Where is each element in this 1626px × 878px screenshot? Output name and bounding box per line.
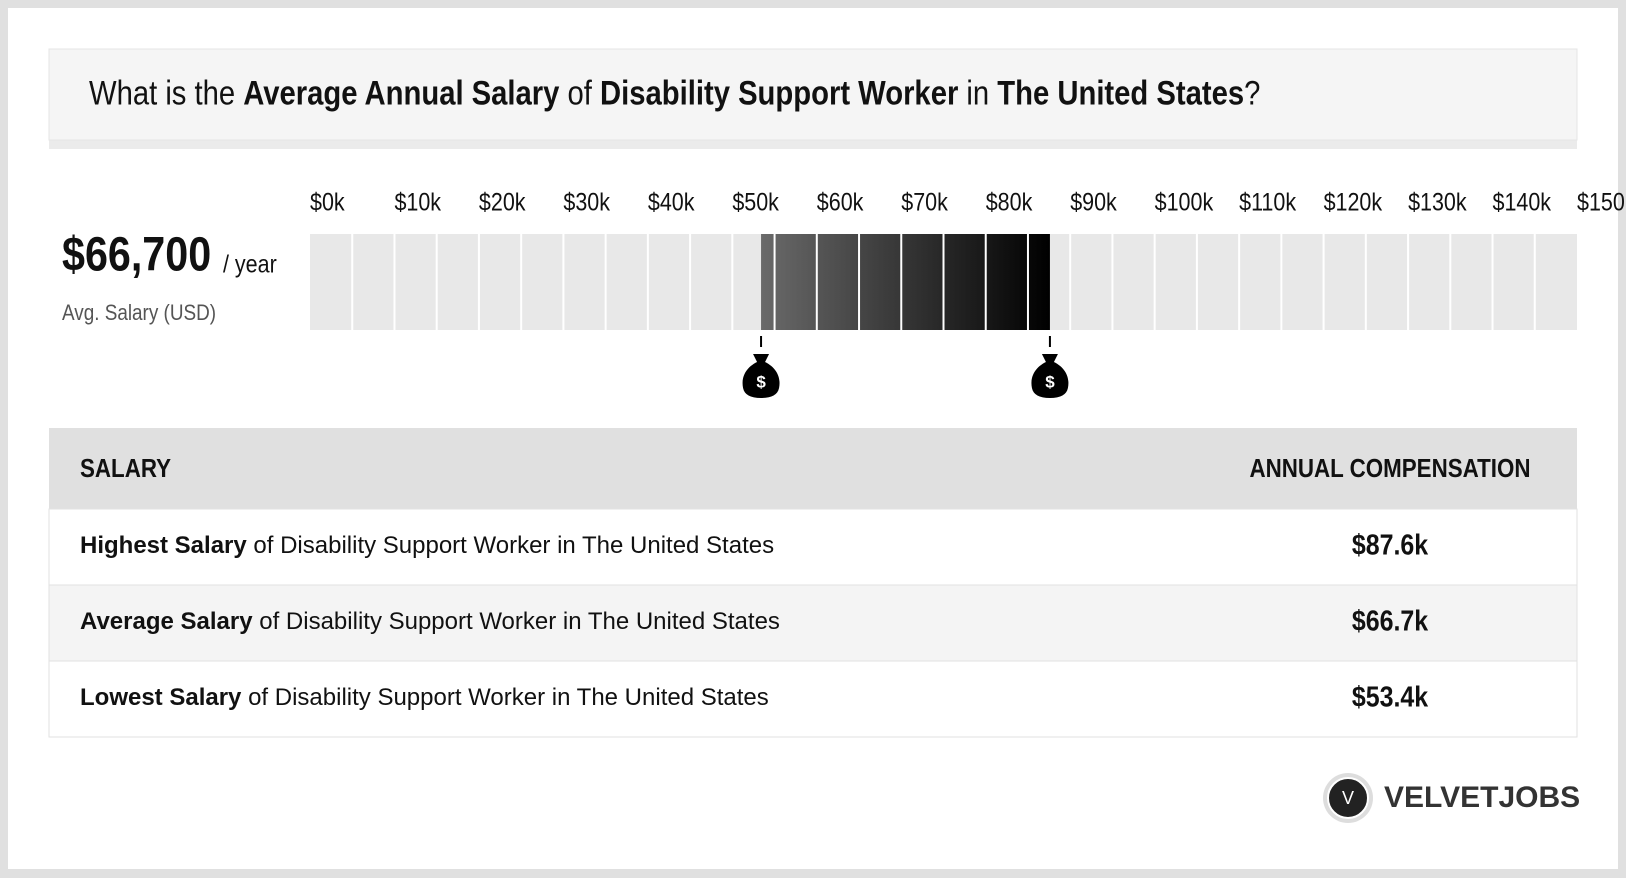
avg-salary: $66,700 xyxy=(62,228,211,282)
money-bag xyxy=(1031,354,1069,398)
tick-label: $70k xyxy=(901,188,948,216)
salary-range xyxy=(761,234,1050,330)
tick-label: $80k xyxy=(986,188,1033,216)
row-value: $53.4k xyxy=(1352,681,1429,713)
tick-label: $0k xyxy=(310,188,345,216)
tick-label: $60k xyxy=(817,188,864,216)
tick-label: $40k xyxy=(648,188,695,216)
table-row xyxy=(48,660,1578,738)
tick-label: $30k xyxy=(563,188,610,216)
row-label-text: of Disability Support Worker in The Unit… xyxy=(253,608,780,635)
tick-label: $130k xyxy=(1408,188,1467,216)
money-bag xyxy=(742,354,780,398)
row-value: $87.6k xyxy=(1352,529,1429,561)
title: What is the Average Annual Salary of Dis… xyxy=(89,74,1260,113)
tick-label: $50k xyxy=(732,188,779,216)
title-part: ? xyxy=(1244,74,1260,113)
column-header: ANNUAL COMPENSATION xyxy=(1249,454,1530,483)
table: SALARY ANNUAL COMPENSATION Highest Salary … xyxy=(48,428,1578,738)
tick-label: $20k xyxy=(479,188,526,216)
row-label-bold: Average Salary xyxy=(80,608,253,635)
caption: Avg. Salary (USD) xyxy=(62,301,216,326)
row-label-text: of Disability Support Worker in The Unit… xyxy=(247,532,774,559)
table-row xyxy=(48,508,1578,586)
table-row xyxy=(48,584,1578,662)
money-sign: $ xyxy=(756,372,766,391)
title-part: of xyxy=(559,74,600,113)
row-label-text: of Disability Support Worker in The Unit… xyxy=(241,684,768,711)
unit: / year xyxy=(223,250,277,278)
row-label-bold: Lowest Salary xyxy=(80,684,242,711)
tick-label: $110k xyxy=(1239,188,1296,216)
tick-label: $100k xyxy=(1155,188,1214,216)
title-part: in xyxy=(958,74,997,113)
row-label: Highest Salary of Disability Support Wor… xyxy=(80,532,774,559)
title-part: The United States xyxy=(997,74,1244,113)
row-label-bold: Highest Salary xyxy=(80,532,247,559)
row-label: Lowest Salary of Disability Support Work… xyxy=(80,684,769,711)
tick-label: $90k xyxy=(1070,188,1117,216)
title-part: Disability Support Worker xyxy=(600,74,958,113)
logo-text: VELVETJOBS xyxy=(1384,781,1580,814)
tick-label: $120k xyxy=(1324,188,1383,216)
row-value: $66.7k xyxy=(1352,605,1429,637)
money-sign: $ xyxy=(1045,372,1055,391)
title-part: Average Annual Salary xyxy=(243,74,559,113)
column-header: SALARY xyxy=(80,454,171,483)
logo-letter: V xyxy=(1342,788,1354,808)
tick-label: $10k xyxy=(394,188,441,216)
row-label: Average Salary of Disability Support Wor… xyxy=(80,608,780,635)
tick-label: $150k+ xyxy=(1577,188,1626,216)
scale: $0k $10k $20k $30k $40k $50k $60k $70k $80k $90k $… xyxy=(310,188,1626,398)
title-part: What is the xyxy=(89,74,243,113)
title-box xyxy=(48,48,1578,141)
table-header-bg xyxy=(49,428,1577,509)
tick-label: $140k xyxy=(1493,188,1552,216)
logo-icon xyxy=(1327,777,1369,819)
